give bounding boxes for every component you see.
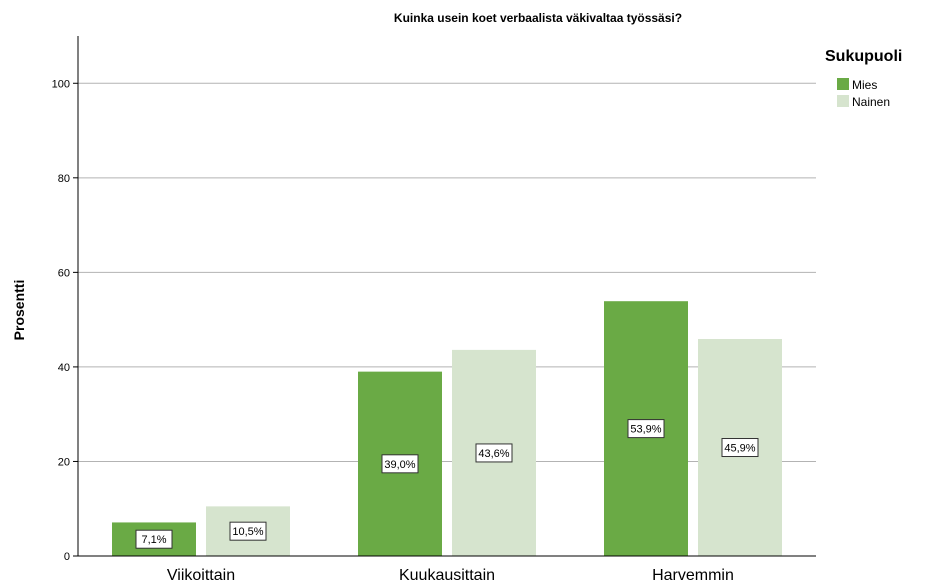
data-label-box xyxy=(721,438,759,458)
y-tick-label: 100 xyxy=(52,78,70,90)
data-labels: 7,1% 10,5% 39,0% 43,6% 53,9% 45,9% xyxy=(135,419,759,549)
gridlines xyxy=(78,82,816,462)
legend: Sukupuoli Mies Nainen xyxy=(825,48,902,109)
x-tick-label: Harvemmin xyxy=(652,567,734,584)
y-tick-label: 40 xyxy=(58,362,70,374)
data-label-box xyxy=(627,419,665,439)
legend-swatch-mies xyxy=(837,78,849,90)
data-label: 53,9% xyxy=(630,424,661,436)
y-axis-label: Prosentti xyxy=(11,280,27,341)
axes: 0 20 40 60 80 100 Viikoittain Kuukausittain Harv… xyxy=(52,36,816,584)
legend-swatch-nainen xyxy=(837,95,849,107)
y-tick-label: 80 xyxy=(58,173,70,185)
data-label-box xyxy=(229,521,267,541)
data-label: 43,6% xyxy=(478,448,509,460)
chart-title: Kuinka usein koet verbaalista väkivaltaa… xyxy=(394,11,682,25)
data-label: 45,9% xyxy=(724,443,755,455)
y-tick-label: 0 xyxy=(64,551,70,563)
bars xyxy=(112,301,782,556)
x-tick-label: Viikoittain xyxy=(167,567,235,584)
data-label: 10,5% xyxy=(232,526,263,538)
data-label-box xyxy=(381,454,419,474)
y-tick-label: 20 xyxy=(58,456,70,468)
legend-title: Sukupuoli xyxy=(825,48,902,65)
y-tick-label: 60 xyxy=(58,267,70,279)
legend-label-nainen: Nainen xyxy=(852,95,890,109)
data-label-box xyxy=(475,443,513,463)
legend-label-mies: Mies xyxy=(852,78,877,92)
data-label: 39,0% xyxy=(384,459,415,471)
data-label-box xyxy=(135,529,173,549)
x-tick-label: Kuukausittain xyxy=(399,567,495,584)
data-label: 7,1% xyxy=(141,534,166,546)
